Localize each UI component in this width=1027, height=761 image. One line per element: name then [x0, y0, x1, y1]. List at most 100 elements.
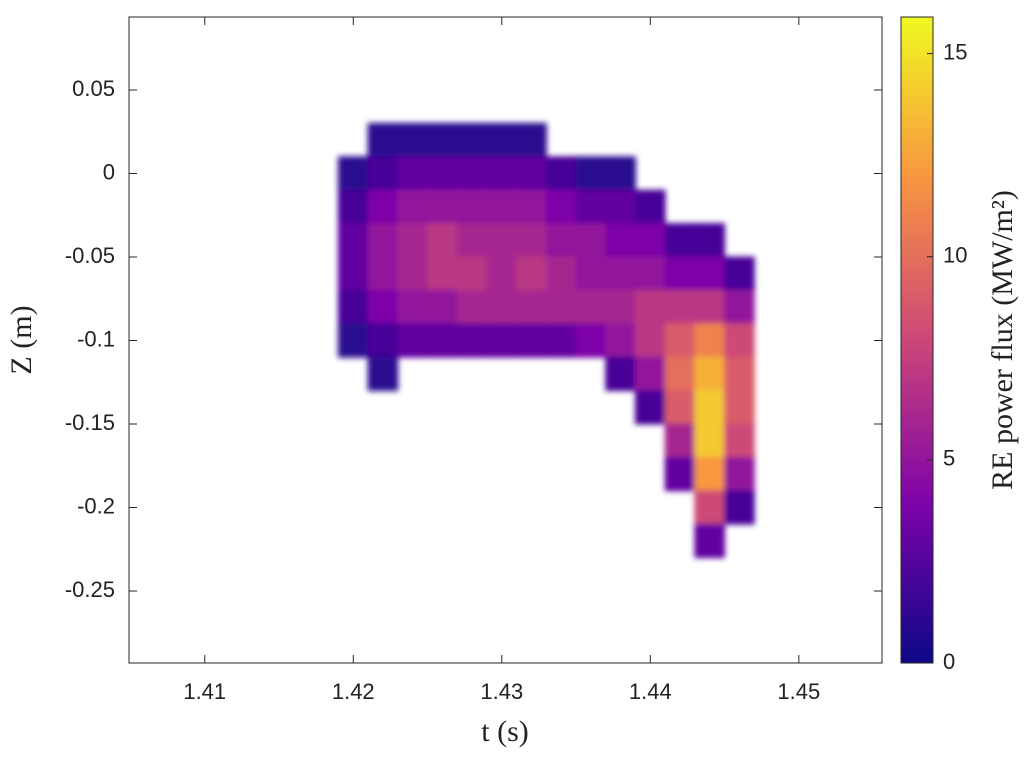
heatmap-cell [427, 256, 458, 291]
heatmap-cells [337, 122, 755, 559]
heatmap-cell [575, 256, 607, 291]
heatmap-cell [724, 390, 755, 425]
heatmap-cell [367, 189, 399, 225]
x-tick-label: 1.42 [332, 679, 375, 704]
heatmap-cell [397, 189, 429, 225]
heatmap-cell [516, 289, 547, 325]
heatmap-cell [724, 323, 755, 358]
heatmap-cell [634, 390, 666, 425]
heatmap-cell [516, 223, 547, 258]
heatmap-cell [634, 356, 666, 392]
heatmap-cell [724, 356, 755, 392]
heatmap-cell [337, 256, 369, 291]
heatmap-cell [486, 256, 518, 291]
heatmap-cell [694, 323, 726, 358]
heatmap-cell [397, 256, 429, 291]
heatmap-cell [516, 256, 547, 291]
heatmap-cell [694, 256, 726, 291]
heatmap-cell [337, 223, 369, 258]
heatmap-cell [545, 223, 577, 258]
heatmap-cell [427, 289, 458, 325]
y-axis-label: Z (m) [5, 305, 38, 374]
heatmap-cell [397, 323, 429, 358]
heatmap-cell [367, 289, 399, 325]
heatmap-cell [456, 323, 488, 358]
heatmap-cell [516, 189, 547, 225]
colorbar-label: RE power flux (MW/m²) [986, 190, 1019, 490]
heatmap-cell [456, 256, 488, 291]
heatmap-cell [724, 490, 755, 525]
heatmap-cell [634, 256, 666, 291]
heatmap-cell [664, 223, 696, 258]
heatmap-cell [486, 323, 518, 358]
heatmap-cell [694, 390, 726, 425]
y-tick-label: -0.1 [77, 326, 115, 351]
y-tick-label: -0.2 [77, 493, 115, 518]
heatmap-cell [486, 223, 518, 258]
heatmap-cell [634, 323, 666, 358]
heatmap-cell [664, 390, 696, 425]
heatmap-cell [605, 156, 636, 191]
colorbar-tick-label: 10 [943, 243, 967, 268]
heatmap-cell [486, 189, 518, 225]
heatmap-cell [456, 223, 488, 258]
heatmap-cell [456, 122, 488, 158]
heatmap-cell [724, 423, 755, 458]
heatmap-cell [694, 523, 726, 559]
colorbar-tick-label: 15 [943, 39, 967, 64]
heatmap-cell [724, 456, 755, 492]
heatmap-cell [397, 289, 429, 325]
heatmap-cell [456, 189, 488, 225]
heatmap-cell [575, 289, 607, 325]
heatmap-cell [367, 223, 399, 258]
heatmap-cell [694, 490, 726, 525]
heatmap-cell [724, 256, 755, 291]
heatmap-cell [664, 456, 696, 492]
heatmap-cell [456, 156, 488, 191]
heatmap-cell [605, 223, 636, 258]
heatmap-cell [664, 323, 696, 358]
heatmap-cell [634, 189, 666, 225]
heatmap-cell [397, 223, 429, 258]
heatmap-cell [486, 122, 518, 158]
heatmap-cell [605, 323, 636, 358]
heatmap-cell [545, 189, 577, 225]
x-tick-label: 1.45 [777, 679, 820, 704]
heatmap-cell [664, 423, 696, 458]
plot-frame [128, 16, 883, 664]
heatmap-cell [545, 289, 577, 325]
x-axis-label: t (s) [481, 715, 529, 748]
colorbar-tick-label: 5 [943, 446, 955, 471]
heatmap-cell [664, 289, 696, 325]
heatmap-cell [694, 223, 726, 258]
heatmap-cell [516, 323, 547, 358]
heatmap-cell [337, 156, 369, 191]
heatmap-cell [664, 256, 696, 291]
heatmap-cell [694, 289, 726, 325]
heatmap-cell [337, 189, 369, 225]
heatmap-cell [486, 289, 518, 325]
y-tick-label: -0.25 [65, 577, 115, 602]
heatmap-cell [605, 189, 636, 225]
heatmap-cell [634, 223, 666, 258]
heatmap-cell [427, 223, 458, 258]
heatmap-cell [694, 423, 726, 458]
x-tick-label: 1.41 [183, 679, 226, 704]
heatmap-cell [397, 122, 429, 158]
heatmap-cell [427, 156, 458, 191]
y-tick-label: 0.05 [72, 76, 115, 101]
heatmap-cell [516, 156, 547, 191]
x-tick-label: 1.43 [480, 679, 523, 704]
heatmap-cell [575, 189, 607, 225]
heatmap-cell [367, 122, 399, 158]
x-tick-label: 1.44 [629, 679, 672, 704]
heatmap-cell [694, 456, 726, 492]
heatmap-cell [545, 323, 577, 358]
heatmap-cell [605, 356, 636, 392]
colorbar [900, 16, 934, 664]
y-tick-label: 0 [103, 159, 115, 184]
heatmap-cell [427, 189, 458, 225]
heatmap-cell [367, 323, 399, 358]
heatmap-cell [605, 289, 636, 325]
